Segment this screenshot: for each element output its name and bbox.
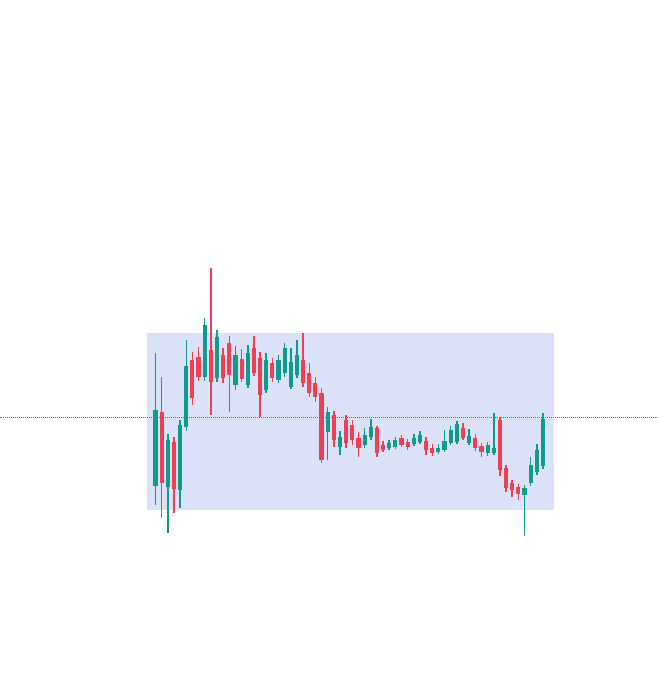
candle-body bbox=[294, 355, 300, 375]
candle-body bbox=[380, 445, 386, 450]
candle-body bbox=[510, 483, 515, 490]
candle-body bbox=[227, 343, 232, 375]
candle-body bbox=[165, 440, 170, 487]
candle-body bbox=[184, 366, 189, 427]
candle-body bbox=[368, 427, 373, 437]
candle-body bbox=[516, 487, 521, 494]
highlight-box[interactable] bbox=[147, 333, 554, 510]
candle-body bbox=[528, 465, 533, 483]
candle-body bbox=[313, 383, 318, 397]
candle-body bbox=[208, 350, 213, 382]
candle-body bbox=[479, 446, 484, 452]
candle-body bbox=[424, 441, 429, 450]
candle-body bbox=[362, 435, 367, 445]
candle-body bbox=[214, 337, 220, 378]
candle-body bbox=[503, 468, 509, 488]
candle-body bbox=[430, 448, 435, 453]
candle-body bbox=[264, 360, 269, 390]
candle-body bbox=[153, 410, 158, 486]
candle-body bbox=[356, 438, 361, 448]
candle-body bbox=[534, 450, 539, 472]
candle-body bbox=[344, 420, 349, 443]
candle-body bbox=[411, 438, 416, 444]
candle-body bbox=[399, 438, 404, 445]
candle-wick bbox=[326, 407, 329, 460]
candle-body bbox=[350, 425, 355, 440]
candle-body bbox=[325, 412, 330, 432]
candle-body bbox=[282, 348, 287, 373]
candle-body bbox=[233, 355, 238, 385]
candle-body bbox=[540, 419, 546, 466]
candle-body bbox=[467, 436, 472, 443]
candle-body bbox=[319, 393, 324, 460]
candle-body bbox=[245, 353, 250, 385]
candle-body bbox=[522, 488, 527, 495]
candle-body bbox=[436, 448, 441, 452]
candle-body bbox=[497, 420, 502, 470]
candle-body bbox=[387, 443, 392, 448]
candle-body bbox=[442, 441, 447, 450]
candle-body bbox=[337, 437, 343, 447]
candle-body bbox=[331, 415, 336, 440]
candle-body bbox=[257, 358, 263, 395]
candle-body bbox=[307, 373, 312, 393]
candle-wick bbox=[523, 485, 526, 536]
candle-body bbox=[485, 445, 490, 453]
candle-body bbox=[454, 424, 459, 442]
candle-body bbox=[301, 360, 306, 383]
candle-body bbox=[251, 348, 256, 373]
candle-body bbox=[374, 428, 379, 453]
candle-body bbox=[171, 442, 177, 489]
candle-body bbox=[288, 362, 293, 387]
candle-body bbox=[405, 442, 410, 447]
candle-body bbox=[202, 325, 207, 377]
candle-wick bbox=[210, 268, 212, 415]
candle-body bbox=[178, 425, 183, 490]
candle-body bbox=[159, 412, 164, 483]
candle-body bbox=[473, 438, 478, 448]
candle-body bbox=[460, 428, 466, 438]
candle-body bbox=[276, 360, 281, 380]
candle-body bbox=[239, 359, 244, 379]
candle-body bbox=[417, 435, 423, 442]
candle-wick bbox=[493, 413, 495, 455]
candle-body bbox=[491, 448, 496, 453]
candle-body bbox=[190, 360, 195, 398]
candle-body bbox=[448, 430, 453, 443]
candle-body bbox=[270, 363, 275, 378]
candle-body bbox=[393, 440, 398, 447]
candle-body bbox=[196, 357, 201, 377]
candle-body bbox=[221, 355, 226, 378]
